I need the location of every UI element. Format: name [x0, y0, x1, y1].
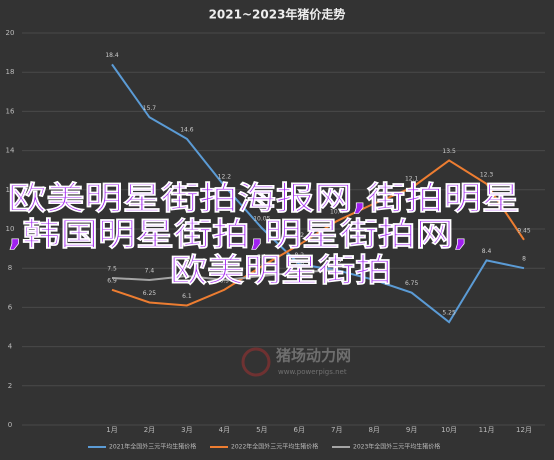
- data-label: 9.2: [294, 232, 304, 239]
- y-tick-label: 10: [6, 225, 15, 233]
- data-label: 7.9: [332, 258, 342, 265]
- y-tick-label: 20: [6, 29, 15, 37]
- y-tick-label: 4: [8, 343, 13, 351]
- data-label: 10.05: [253, 216, 270, 223]
- x-tick-label: 9月: [406, 426, 417, 434]
- y-tick-label: 14: [6, 147, 15, 155]
- data-label: 7.6: [182, 264, 192, 271]
- watermark-name: 猪场动力网: [275, 347, 351, 365]
- data-label: 7.9: [332, 258, 342, 265]
- x-tick-label: 2月: [144, 426, 155, 434]
- data-label: 18.4: [105, 52, 119, 59]
- x-tick-label: 6月: [294, 426, 305, 434]
- overlay-text: ,韩国明星街拍,明星街拍网,: [8, 215, 468, 253]
- data-label: 6.1: [182, 293, 192, 300]
- data-label: 7.8: [294, 260, 304, 267]
- data-label: 6.9: [107, 277, 117, 284]
- data-label: 7.6: [257, 264, 267, 271]
- y-tick-label: 12: [6, 186, 15, 194]
- data-label: 7.4: [220, 267, 230, 274]
- watermark-logo: [241, 347, 271, 377]
- y-tick-label: 16: [6, 107, 15, 115]
- x-tick-label: 3月: [181, 426, 192, 434]
- x-tick-label: 1月: [106, 426, 117, 434]
- series-line: [111, 159, 525, 307]
- x-tick-label: 11月: [479, 426, 495, 434]
- data-label: 8.1: [257, 254, 267, 261]
- data-label: 11.3: [368, 191, 382, 198]
- data-label: 12.3: [480, 171, 494, 178]
- watermark-url: www.powerpigs.net: [278, 368, 347, 376]
- data-label: 12.2: [218, 173, 232, 180]
- data-label: 7.4: [369, 267, 379, 274]
- data-label: 15.7: [143, 105, 157, 112]
- data-label: 7.4: [145, 267, 155, 274]
- data-label: 10.4: [330, 209, 344, 216]
- y-tick-label: 0: [8, 421, 12, 429]
- legend-label: 2023年全国外三元平均生猪价格: [353, 443, 440, 451]
- data-label: 13.5: [442, 148, 456, 155]
- data-label: 12.1: [405, 175, 419, 182]
- x-tick-label: 5月: [256, 426, 267, 434]
- data-label: 9.45: [517, 227, 531, 234]
- watermark: 猪场动力网 www.powerpigs.net: [241, 347, 351, 377]
- data-label: 6.25: [143, 290, 157, 297]
- data-label: 8.2: [294, 252, 304, 259]
- overlay-text: 欧美明星街拍: [170, 251, 392, 289]
- y-tick-label: 2: [8, 382, 12, 390]
- data-label: 8: [522, 256, 526, 263]
- overlay-text: 欧美明星街拍海报网,街拍明星: [8, 179, 520, 217]
- x-tick-label: 4月: [219, 426, 230, 434]
- data-label: 6.75: [405, 280, 419, 287]
- data-label: 14.6: [180, 126, 194, 133]
- series-line: [111, 63, 525, 324]
- data-label: 5.25: [442, 310, 456, 317]
- y-tick-label: 6: [8, 303, 13, 311]
- x-tick-label: 10月: [441, 426, 457, 434]
- legend-label: 2022年全国外三元平均生猪价格: [231, 443, 318, 451]
- x-tick-label: 7月: [331, 426, 342, 434]
- data-label: 8.4: [482, 248, 492, 255]
- legend-label: 2021年全国外三元平均生猪价格: [109, 443, 196, 451]
- y-tick-label: 18: [6, 68, 15, 76]
- data-label: 7.5: [107, 266, 117, 273]
- chart-title: 2021~2023年猪价走势: [209, 7, 346, 22]
- y-tick-label: 8: [8, 264, 12, 272]
- x-tick-label: 12月: [516, 426, 532, 434]
- series-line: [111, 269, 337, 281]
- x-tick-label: 8月: [368, 426, 379, 434]
